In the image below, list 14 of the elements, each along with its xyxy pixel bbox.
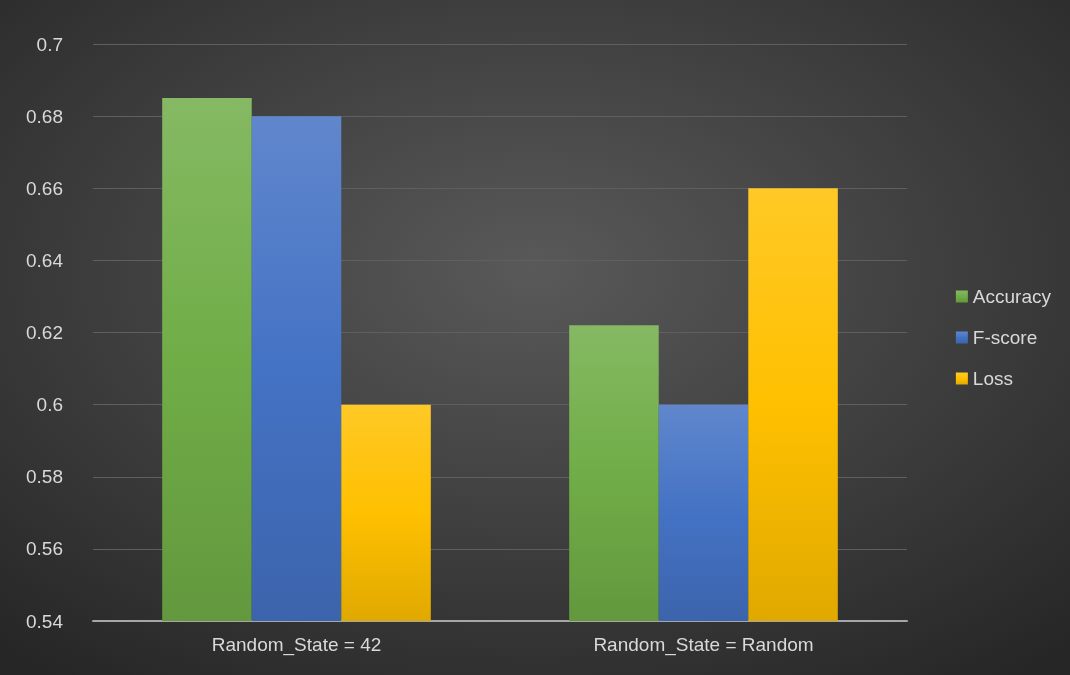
legend-label: Accuracy xyxy=(972,286,1052,307)
legend-label: Loss xyxy=(972,368,1014,389)
y-tick-label: 0.62 xyxy=(26,322,63,343)
y-tick-label: 0.56 xyxy=(26,538,63,560)
y-tick-label: 0.7 xyxy=(36,33,63,55)
y-tick-label: 0.6 xyxy=(36,394,63,416)
x-tick-label: Random_State = Random xyxy=(593,634,814,656)
y-tick-label: 0.66 xyxy=(26,177,63,199)
y-tick-label: 0.68 xyxy=(26,105,63,127)
y-tick-label: 0.64 xyxy=(26,249,64,271)
x-tick-label: Random_State = 42 xyxy=(211,634,382,656)
y-tick-label: 0.58 xyxy=(26,466,63,488)
legend-label: F-score xyxy=(972,327,1038,348)
y-tick-label: 0.54 xyxy=(26,610,64,632)
